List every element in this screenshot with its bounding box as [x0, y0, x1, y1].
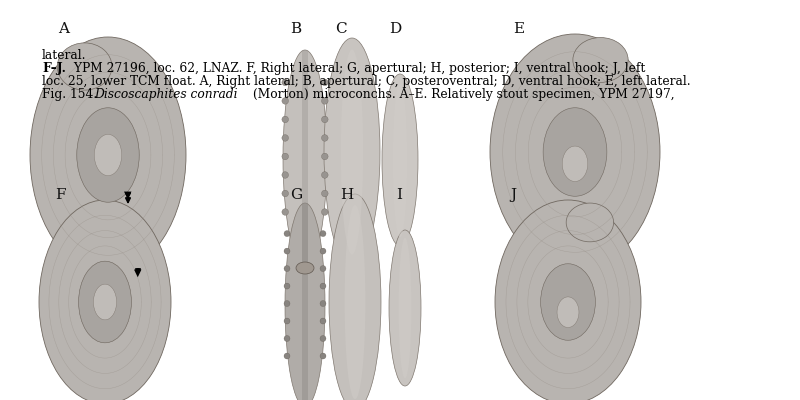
Ellipse shape [285, 203, 325, 400]
Ellipse shape [562, 146, 588, 182]
Text: Fig. 154.: Fig. 154. [42, 88, 98, 101]
Ellipse shape [324, 38, 380, 266]
Ellipse shape [398, 238, 411, 378]
Ellipse shape [284, 318, 290, 324]
Text: I: I [396, 188, 402, 202]
Ellipse shape [284, 266, 290, 272]
Ellipse shape [566, 203, 614, 242]
Ellipse shape [39, 200, 171, 400]
Ellipse shape [382, 74, 418, 246]
Text: J: J [510, 188, 516, 202]
Text: ▼: ▼ [134, 268, 142, 278]
Ellipse shape [322, 135, 328, 141]
Text: lateral.: lateral. [42, 49, 86, 62]
Text: ▼: ▼ [124, 190, 132, 200]
Ellipse shape [329, 194, 381, 400]
Ellipse shape [490, 34, 660, 270]
Text: Discoscaphites conradi: Discoscaphites conradi [94, 88, 238, 101]
Ellipse shape [284, 336, 290, 342]
Ellipse shape [322, 98, 328, 104]
Ellipse shape [320, 230, 326, 237]
Text: F–J.: F–J. [42, 62, 66, 75]
Ellipse shape [320, 248, 326, 254]
Ellipse shape [322, 190, 328, 197]
Ellipse shape [557, 297, 579, 328]
Text: loc. 25, lower TCM float. A, Right lateral; B, apertural; C, posteroventral; D, : loc. 25, lower TCM float. A, Right later… [42, 75, 690, 88]
Text: E: E [513, 22, 524, 36]
Ellipse shape [58, 43, 112, 90]
Ellipse shape [345, 205, 366, 399]
Ellipse shape [78, 261, 131, 343]
Ellipse shape [573, 38, 628, 82]
Text: H: H [340, 188, 354, 202]
Ellipse shape [282, 172, 289, 178]
Ellipse shape [320, 336, 326, 342]
Ellipse shape [320, 283, 326, 289]
Text: B: B [290, 22, 301, 36]
Text: C: C [335, 22, 346, 36]
Ellipse shape [282, 153, 289, 160]
Text: F: F [55, 188, 66, 202]
Text: (Morton) microconchs. A–E. Relatively stout specimen, YPM 27197,: (Morton) microconchs. A–E. Relatively st… [249, 88, 674, 101]
Ellipse shape [322, 209, 328, 215]
Ellipse shape [322, 116, 328, 123]
Ellipse shape [322, 153, 328, 160]
Ellipse shape [282, 209, 289, 215]
Bar [302, 203, 308, 400]
Ellipse shape [283, 50, 327, 266]
Ellipse shape [282, 190, 289, 197]
Ellipse shape [320, 353, 326, 359]
Text: A: A [58, 22, 69, 36]
Ellipse shape [393, 83, 407, 238]
Ellipse shape [94, 284, 117, 320]
Ellipse shape [320, 318, 326, 324]
Ellipse shape [389, 230, 421, 386]
Ellipse shape [320, 266, 326, 272]
Text: YPM 27196, loc. 62, LNAZ. F, Right lateral; G, apertural; H, posterior; I, ventr: YPM 27196, loc. 62, LNAZ. F, Right later… [70, 62, 646, 75]
Ellipse shape [322, 172, 328, 178]
Ellipse shape [282, 116, 289, 123]
Ellipse shape [282, 98, 289, 104]
Ellipse shape [284, 300, 290, 306]
Bar [302, 50, 308, 266]
Ellipse shape [284, 230, 290, 237]
Ellipse shape [341, 49, 363, 255]
Ellipse shape [541, 264, 595, 340]
Ellipse shape [94, 134, 122, 176]
Ellipse shape [284, 283, 290, 289]
Ellipse shape [282, 135, 289, 141]
Ellipse shape [30, 37, 186, 273]
Ellipse shape [495, 200, 641, 400]
Ellipse shape [284, 353, 290, 359]
Ellipse shape [282, 79, 289, 86]
Ellipse shape [320, 300, 326, 306]
Text: D: D [389, 22, 402, 36]
Text: G: G [290, 188, 302, 202]
Ellipse shape [296, 262, 314, 274]
Ellipse shape [322, 79, 328, 86]
Ellipse shape [284, 248, 290, 254]
Ellipse shape [77, 108, 139, 202]
Ellipse shape [543, 108, 607, 196]
